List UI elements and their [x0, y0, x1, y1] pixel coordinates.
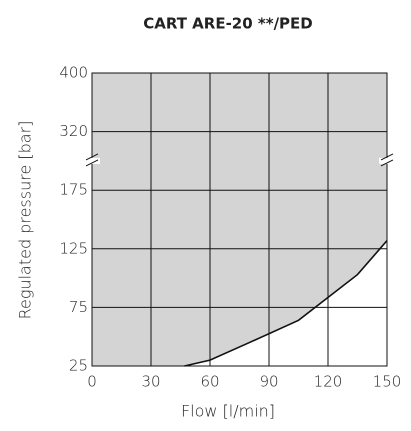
- y-axis-label: Regulated pressure [bar]: [16, 121, 35, 320]
- area-fill: [92, 73, 387, 366]
- series-line: [184, 240, 388, 367]
- axis-break-mark: [85, 153, 99, 161]
- axis-break-mark: [380, 159, 394, 167]
- y-tick-label: 400: [59, 64, 88, 82]
- axis-break-gap: [379, 157, 395, 164]
- x-tick-label: 150: [373, 373, 402, 391]
- y-tick-label: 320: [59, 122, 88, 140]
- axis-break-gap: [84, 157, 100, 164]
- chart-title: CART ARE-20 **/PED: [143, 15, 313, 33]
- y-tick-label: 25: [69, 357, 88, 375]
- x-tick-label: 0: [87, 373, 97, 391]
- x-tick-label: 60: [200, 373, 219, 391]
- x-axis-label: Flow [l/min]: [181, 402, 275, 421]
- y-tick-label: 175: [59, 181, 88, 199]
- x-tick-label: 90: [259, 373, 278, 391]
- axis-break-mark: [380, 153, 394, 161]
- plot-frame: [91, 72, 388, 367]
- y-tick-label: 125: [59, 239, 88, 257]
- x-tick-label: 120: [314, 373, 343, 391]
- y-tick-label: 75: [69, 298, 88, 316]
- axis-break-mark: [85, 159, 99, 167]
- x-tick-label: 30: [141, 373, 160, 391]
